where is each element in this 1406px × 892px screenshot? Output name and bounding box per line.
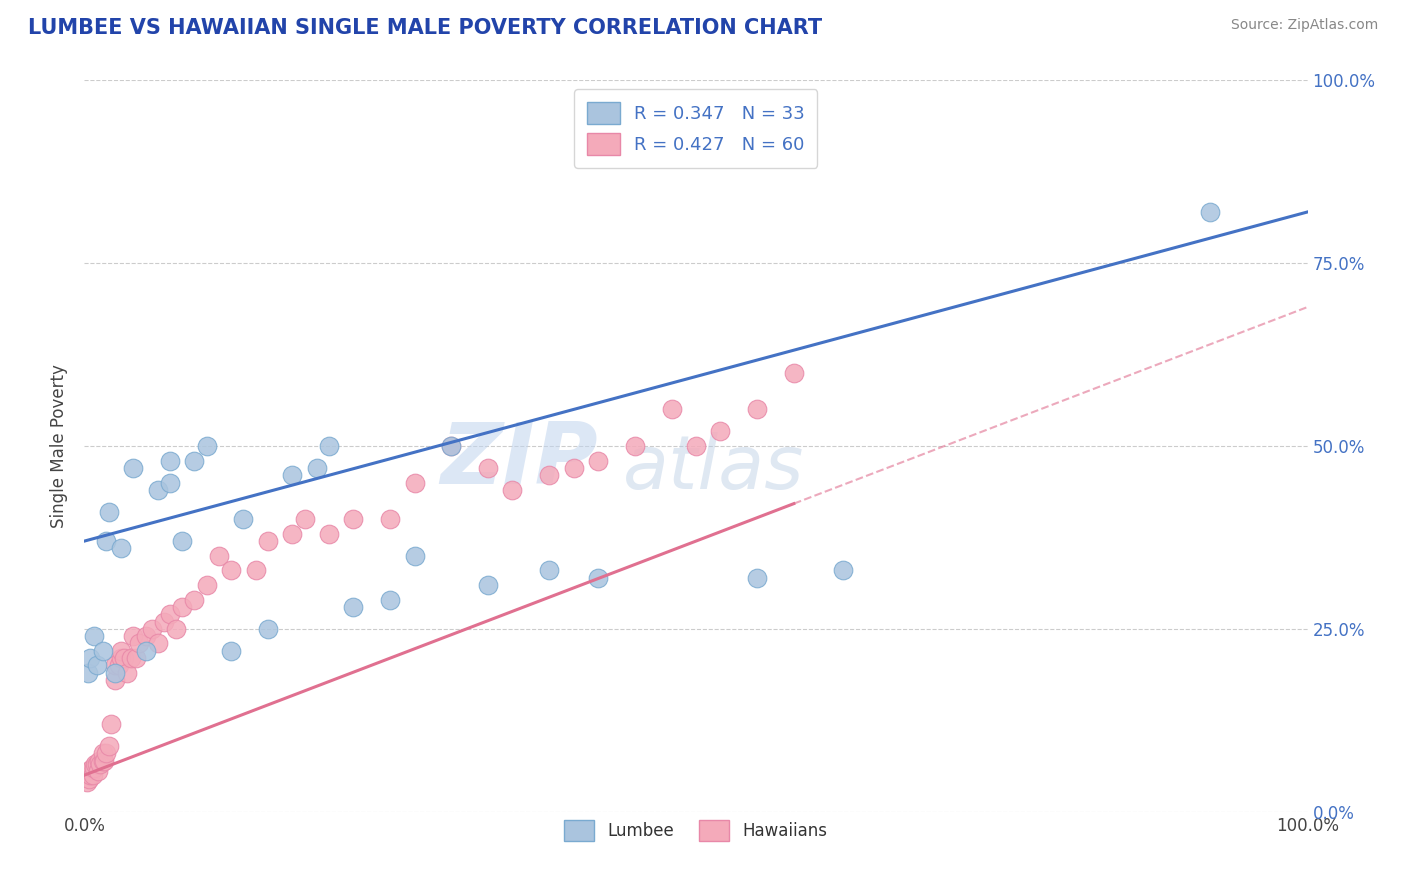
Point bbox=[219, 563, 242, 577]
Point bbox=[110, 651, 132, 665]
Point bbox=[538, 563, 561, 577]
Point bbox=[342, 599, 364, 614]
Point bbox=[80, 761, 103, 775]
Point bbox=[586, 453, 609, 467]
Point bbox=[91, 746, 114, 760]
Point bbox=[502, 483, 524, 497]
Point bbox=[104, 673, 127, 687]
Point bbox=[318, 526, 340, 541]
Point bbox=[77, 772, 100, 786]
Point bbox=[84, 757, 107, 772]
Y-axis label: Single Male Poverty: Single Male Poverty bbox=[51, 364, 69, 528]
Point bbox=[91, 754, 114, 768]
Point bbox=[159, 475, 181, 490]
Text: ZIP: ZIP bbox=[440, 419, 598, 502]
Point bbox=[159, 453, 181, 467]
Point bbox=[257, 622, 280, 636]
Point bbox=[79, 768, 101, 782]
Point bbox=[380, 592, 402, 607]
Point bbox=[97, 739, 120, 753]
Point bbox=[318, 439, 340, 453]
Point bbox=[87, 754, 110, 768]
Point bbox=[257, 534, 280, 549]
Point bbox=[172, 534, 194, 549]
Point bbox=[96, 534, 118, 549]
Point bbox=[208, 549, 231, 563]
Point bbox=[404, 549, 426, 563]
Point bbox=[91, 644, 114, 658]
Point bbox=[624, 439, 647, 453]
Point bbox=[172, 599, 194, 614]
Point bbox=[661, 402, 683, 417]
Point bbox=[128, 636, 150, 650]
Point bbox=[685, 439, 707, 453]
Point bbox=[404, 475, 426, 490]
Point bbox=[107, 658, 129, 673]
Point bbox=[245, 563, 267, 577]
Point bbox=[747, 402, 769, 417]
Point bbox=[477, 461, 499, 475]
Point bbox=[79, 651, 101, 665]
Point bbox=[183, 592, 205, 607]
Point bbox=[146, 483, 169, 497]
Point bbox=[342, 512, 364, 526]
Point bbox=[97, 505, 120, 519]
Point bbox=[562, 461, 585, 475]
Point bbox=[104, 665, 127, 680]
Point bbox=[86, 658, 108, 673]
Point bbox=[440, 439, 463, 453]
Point bbox=[122, 629, 145, 643]
Point bbox=[135, 644, 157, 658]
Point bbox=[141, 622, 163, 636]
Point bbox=[281, 468, 304, 483]
Point bbox=[219, 644, 242, 658]
Point bbox=[305, 461, 328, 475]
Point bbox=[183, 453, 205, 467]
Text: Source: ZipAtlas.com: Source: ZipAtlas.com bbox=[1230, 18, 1378, 32]
Point bbox=[120, 651, 142, 665]
Point bbox=[125, 651, 148, 665]
Point bbox=[747, 571, 769, 585]
Point bbox=[281, 526, 304, 541]
Point bbox=[86, 757, 108, 772]
Point bbox=[232, 512, 254, 526]
Point bbox=[87, 764, 110, 779]
Point bbox=[195, 439, 218, 453]
Point bbox=[477, 578, 499, 592]
Point bbox=[195, 578, 218, 592]
Legend: Lumbee, Hawaiians: Lumbee, Hawaiians bbox=[558, 814, 834, 847]
Point bbox=[122, 461, 145, 475]
Point bbox=[831, 563, 853, 577]
Point bbox=[586, 571, 609, 585]
Point bbox=[165, 622, 187, 636]
Point bbox=[112, 651, 135, 665]
Point bbox=[110, 644, 132, 658]
Point bbox=[82, 768, 104, 782]
Point bbox=[783, 366, 806, 380]
Point bbox=[135, 629, 157, 643]
Point bbox=[538, 468, 561, 483]
Point bbox=[83, 761, 105, 775]
Point bbox=[146, 636, 169, 650]
Point bbox=[93, 754, 115, 768]
Point bbox=[294, 512, 316, 526]
Point bbox=[104, 658, 127, 673]
Point bbox=[77, 764, 100, 779]
Point bbox=[709, 425, 731, 439]
Point bbox=[77, 665, 100, 680]
Point bbox=[440, 439, 463, 453]
Text: LUMBEE VS HAWAIIAN SINGLE MALE POVERTY CORRELATION CHART: LUMBEE VS HAWAIIAN SINGLE MALE POVERTY C… bbox=[28, 18, 823, 37]
Point bbox=[76, 775, 98, 789]
Point bbox=[380, 512, 402, 526]
Point bbox=[153, 615, 176, 629]
Point bbox=[115, 665, 138, 680]
Point bbox=[100, 717, 122, 731]
Point bbox=[159, 607, 181, 622]
Point bbox=[89, 757, 111, 772]
Text: atlas: atlas bbox=[623, 432, 804, 504]
Point bbox=[96, 746, 118, 760]
Point bbox=[83, 629, 105, 643]
Point bbox=[1198, 205, 1220, 219]
Point bbox=[110, 541, 132, 556]
